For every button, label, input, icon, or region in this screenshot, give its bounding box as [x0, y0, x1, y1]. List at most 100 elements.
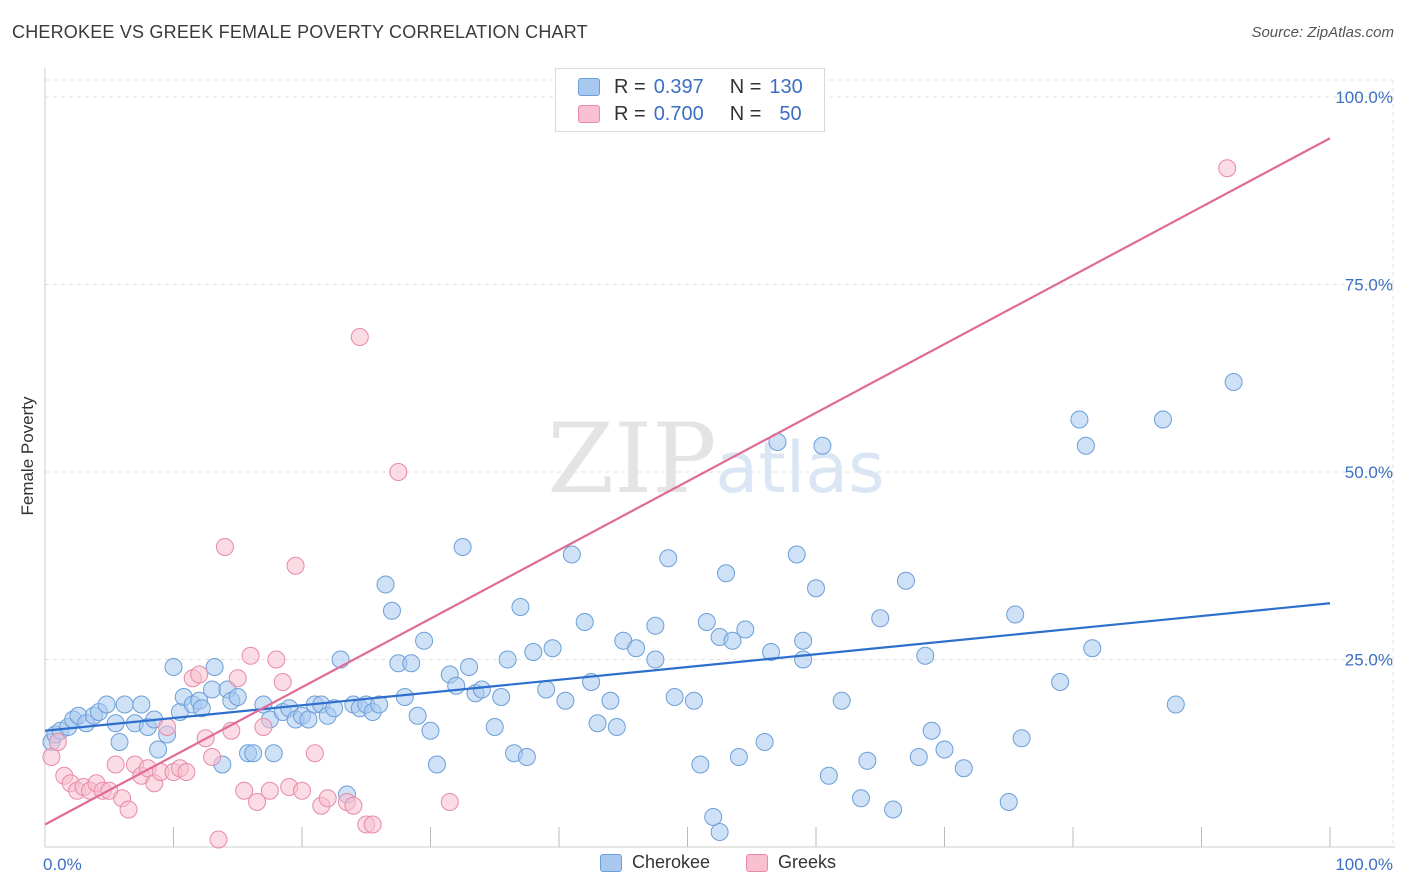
- y-tick-label: 25.0%: [1345, 651, 1393, 670]
- cherokee-point: [916, 646, 935, 665]
- cherokee-point: [149, 740, 168, 759]
- cherokee-point: [498, 650, 517, 669]
- cherokee-point: [264, 744, 283, 763]
- cherokee-point: [1153, 410, 1172, 429]
- cherokee-point: [794, 631, 813, 650]
- legend-r-value: 0.700: [653, 102, 704, 125]
- cherokee-point: [607, 718, 626, 736]
- cherokee-point: [588, 714, 607, 733]
- cherokee-point: [710, 823, 729, 841]
- legend-swatch-cherokee: [600, 853, 622, 872]
- cherokee-point: [813, 436, 832, 455]
- chart-title: CHEROKEE VS GREEK FEMALE POVERTY CORRELA…: [12, 22, 588, 42]
- cherokee-point: [511, 598, 530, 616]
- cherokee-point: [922, 721, 941, 740]
- y-tick-label: 50.0%: [1345, 463, 1393, 482]
- legend-n-value: 50: [779, 102, 802, 125]
- cherokee-point: [1070, 410, 1089, 429]
- cherokee-point: [325, 699, 344, 718]
- greeks-trend-line: [44, 137, 1331, 826]
- cherokee-point: [871, 609, 890, 628]
- greeks-point: [389, 463, 408, 481]
- cherokee-point: [704, 808, 723, 826]
- greeks-point: [286, 556, 305, 575]
- cherokee-point: [794, 650, 813, 669]
- greeks-point: [248, 793, 267, 811]
- cherokee-point: [736, 620, 755, 639]
- cherokee-point: [97, 695, 116, 714]
- greeks-point: [106, 755, 125, 774]
- cherokee-point: [537, 680, 556, 699]
- greeks-point: [254, 718, 273, 736]
- cherokee-point: [851, 789, 870, 808]
- cherokee-point: [460, 658, 479, 676]
- legend-item-cherokee[interactable]: Cherokee: [600, 852, 710, 873]
- cherokee-point: [1224, 373, 1243, 391]
- legend-row-cherokee: R = 0.397 N = 130: [578, 74, 803, 100]
- cherokee-point: [697, 613, 716, 631]
- correlation-legend: R = 0.397 N = 130 R = 0.700 N = 50: [555, 68, 825, 132]
- greeks-point: [177, 763, 196, 781]
- cherokee-point: [244, 744, 263, 763]
- cherokee-point: [954, 759, 973, 778]
- greeks-point: [215, 538, 234, 556]
- legend-r-label: R =: [614, 75, 646, 98]
- cherokee-point: [556, 691, 575, 710]
- greeks-point: [273, 673, 292, 691]
- cherokee-point: [755, 733, 774, 751]
- cherokee-point: [370, 695, 389, 714]
- greeks-point: [363, 815, 382, 834]
- source-label: Source: ZipAtlas.com: [1251, 24, 1394, 41]
- cherokee-point: [884, 800, 903, 819]
- cherokee-point: [427, 755, 446, 774]
- cherokee-trend-line: [44, 602, 1331, 732]
- cherokee-point: [205, 658, 224, 676]
- greeks-point: [305, 744, 324, 763]
- watermark-atlas: atlas: [715, 427, 884, 509]
- greeks-point: [42, 748, 61, 766]
- greeks-point: [119, 800, 138, 819]
- greeks-point: [1218, 159, 1237, 178]
- cherokee-point: [299, 710, 318, 729]
- cherokee-point: [601, 691, 620, 710]
- legend-row-greeks: R = 0.700 N = 50: [578, 101, 802, 127]
- cherokee-point: [115, 695, 134, 714]
- tick-labels: 25.0% 50.0% 75.0% 100.0% 0.0% 100.0%: [43, 88, 1393, 874]
- legend-n-label: N =: [729, 75, 762, 98]
- greeks-point: [318, 789, 337, 808]
- cherokee-point: [832, 691, 851, 710]
- cherokee-point: [691, 755, 710, 774]
- cherokee-point: [447, 676, 466, 695]
- cherokee-point: [729, 748, 748, 766]
- cherokee-point: [395, 688, 414, 706]
- cherokee-point: [717, 564, 736, 583]
- legend-item-greeks[interactable]: Greeks: [746, 852, 836, 873]
- legend-n-label: N =: [729, 102, 762, 125]
- greeks-point: [190, 665, 209, 684]
- greeks-point: [209, 830, 228, 849]
- cherokee-point: [408, 706, 427, 725]
- cherokee-point: [646, 616, 665, 635]
- cherokee-point: [896, 571, 915, 590]
- cherokee-point: [203, 680, 222, 699]
- cherokee-point: [376, 575, 395, 594]
- cherokee-point: [485, 718, 504, 736]
- cherokee-point: [935, 740, 954, 759]
- y-tick-label: 75.0%: [1345, 276, 1393, 295]
- cherokee-point: [421, 721, 440, 740]
- cherokee-point: [659, 549, 678, 568]
- axes: [44, 68, 1395, 848]
- cherokee-point: [762, 643, 781, 661]
- cherokee-point: [1006, 605, 1025, 624]
- cherokee-point: [472, 680, 491, 699]
- greeks-point: [228, 669, 247, 688]
- cherokee-point: [819, 766, 838, 785]
- cherokee-point: [110, 733, 129, 751]
- cherokee-point: [1076, 436, 1095, 455]
- legend-r-value: 0.397: [653, 75, 704, 98]
- cherokee-point: [562, 545, 581, 564]
- cherokee-point: [723, 631, 742, 650]
- cherokee-point: [543, 639, 562, 658]
- cherokee-point: [492, 688, 511, 706]
- cherokee-point: [627, 639, 646, 658]
